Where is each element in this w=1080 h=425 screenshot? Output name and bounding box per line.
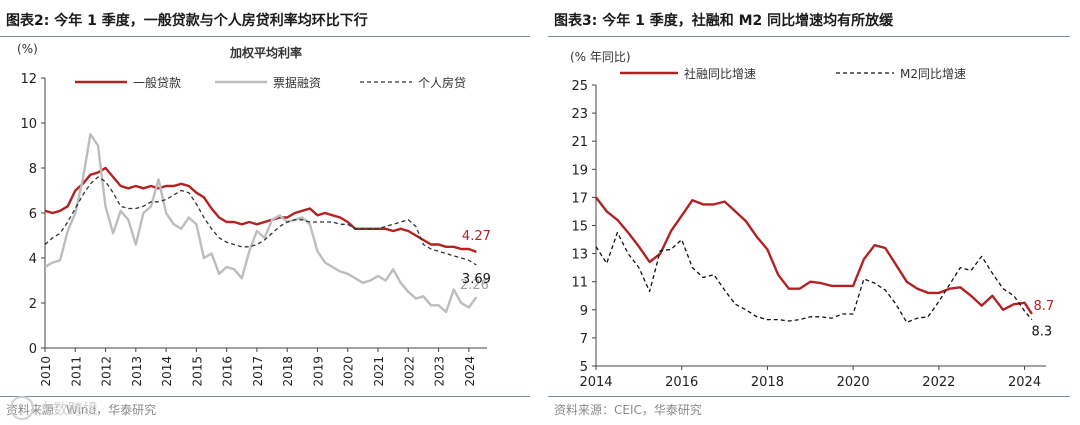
y-tick-label: 11 — [571, 276, 588, 291]
y-tick-label: 21 — [571, 135, 588, 150]
x-tick-label: 2018 — [281, 356, 295, 387]
legend-label-3: 个人房贷 — [418, 75, 466, 90]
end-value-label-2: 8.3 — [1032, 325, 1053, 340]
series-line-2 — [595, 231, 1033, 324]
legend-label-2: 票据融资 — [273, 76, 321, 90]
watermark-icon — [10, 396, 34, 420]
x-tick-label: 2018 — [751, 375, 784, 390]
x-tick-label: 2013 — [130, 356, 144, 387]
y-tick-label: 0 — [29, 342, 37, 357]
right-top-rule — [548, 36, 1070, 37]
right-figure: 图表3: 今年 1 季度，社融和 M2 同比增速均有所放缓 (% 年同比) 5 7 9… — [548, 0, 1080, 425]
x-tick-label: 2022 — [922, 375, 955, 390]
left-bottom-rule — [0, 396, 530, 397]
end-value-label-1: 8.7 — [1034, 299, 1055, 314]
x-tick-label: 2010 — [39, 356, 53, 387]
left-source-note: 资料来源：Wind，华泰研究 — [6, 403, 157, 417]
y-tick-label: 4 — [29, 252, 37, 267]
y-tick-label: 5 — [580, 360, 588, 375]
x-tick-label: 2011 — [69, 356, 83, 387]
y-tick-label: 23 — [571, 107, 588, 122]
x-tick-label: 2021 — [372, 356, 386, 387]
y-tick-label: 25 — [571, 79, 588, 94]
y-tick-label: 12 — [20, 72, 37, 87]
left-figure: 图表2: 今年 1 季度，一般贷款与个人房贷利率均环比下行 (%) 加权平均利率 0… — [0, 13, 530, 420]
y-axis-label: (% 年同比) — [570, 50, 631, 64]
series-line-1 — [44, 166, 477, 254]
right-source-note: 资料来源：CEIC，华泰研究 — [554, 403, 702, 417]
y-tick-label: 17 — [571, 191, 588, 206]
y-tick-label: 15 — [571, 220, 588, 235]
left-figure-title: 图表2: 今年 1 季度，一般贷款与个人房贷利率均环比下行 — [6, 13, 368, 29]
chart-title: 加权平均利率 — [229, 45, 302, 60]
x-tick-label: 2014 — [160, 356, 174, 387]
watermark-logo: 大数跨境 — [10, 396, 98, 420]
y-tick-label: 7 — [580, 332, 588, 347]
right-bottom-rule — [548, 396, 1070, 397]
y-tick-label: 9 — [580, 304, 588, 319]
x-tick-label: 2023 — [433, 356, 447, 387]
y-tick-label: 6 — [29, 207, 37, 222]
x-tick-label: 2020 — [342, 356, 356, 387]
y-tick-label: 13 — [571, 248, 588, 263]
series-line-3 — [44, 176, 477, 266]
y-tick-label: 19 — [571, 163, 588, 178]
series-line-2 — [44, 133, 478, 314]
end-value-label-3: 3.69 — [462, 272, 491, 287]
x-tick-label: 2019 — [311, 356, 325, 387]
legend-label-2: M2同比增速 — [900, 67, 966, 81]
right-chart: (% 年同比) 5 7 9 11 13 15 17 19 21 23 25 2014 2016 2018 20… — [570, 50, 1055, 390]
y-axis-label: (%) — [17, 42, 38, 56]
x-tick-label: 2022 — [402, 356, 416, 387]
x-tick-label: 2024 — [1008, 375, 1041, 390]
x-tick-label: 2012 — [100, 356, 114, 387]
x-tick-label: 2016 — [665, 375, 698, 390]
watermark-text: 大数跨境 — [38, 400, 98, 418]
end-value-label-1: 4.27 — [462, 229, 491, 244]
legend-label-1: 一般贷款 — [133, 75, 181, 90]
x-tick-label: 2014 — [579, 375, 612, 390]
x-tick-label: 2017 — [251, 356, 265, 387]
x-tick-label: 2024 — [463, 356, 477, 387]
x-tick-label: 2020 — [837, 375, 870, 390]
x-tick-label: 2015 — [190, 356, 204, 387]
y-tick-label: 10 — [20, 117, 37, 132]
series-line-1 — [595, 196, 1033, 315]
x-tick-label: 2016 — [221, 356, 235, 387]
right-figure-title: 图表3: 今年 1 季度，社融和 M2 同比增速均有所放缓 — [554, 13, 894, 29]
left-top-rule — [0, 36, 530, 37]
y-tick-label: 8 — [29, 162, 37, 177]
y-tick-label: 2 — [29, 297, 37, 312]
end-value-label-2: 2.26 — [460, 278, 489, 293]
left-chart: (%) 加权平均利率 0 2 4 6 8 10 12 2010 2011 2012 2013 2014 20… — [17, 42, 491, 387]
legend-label-1: 社融同比增速 — [684, 66, 756, 81]
